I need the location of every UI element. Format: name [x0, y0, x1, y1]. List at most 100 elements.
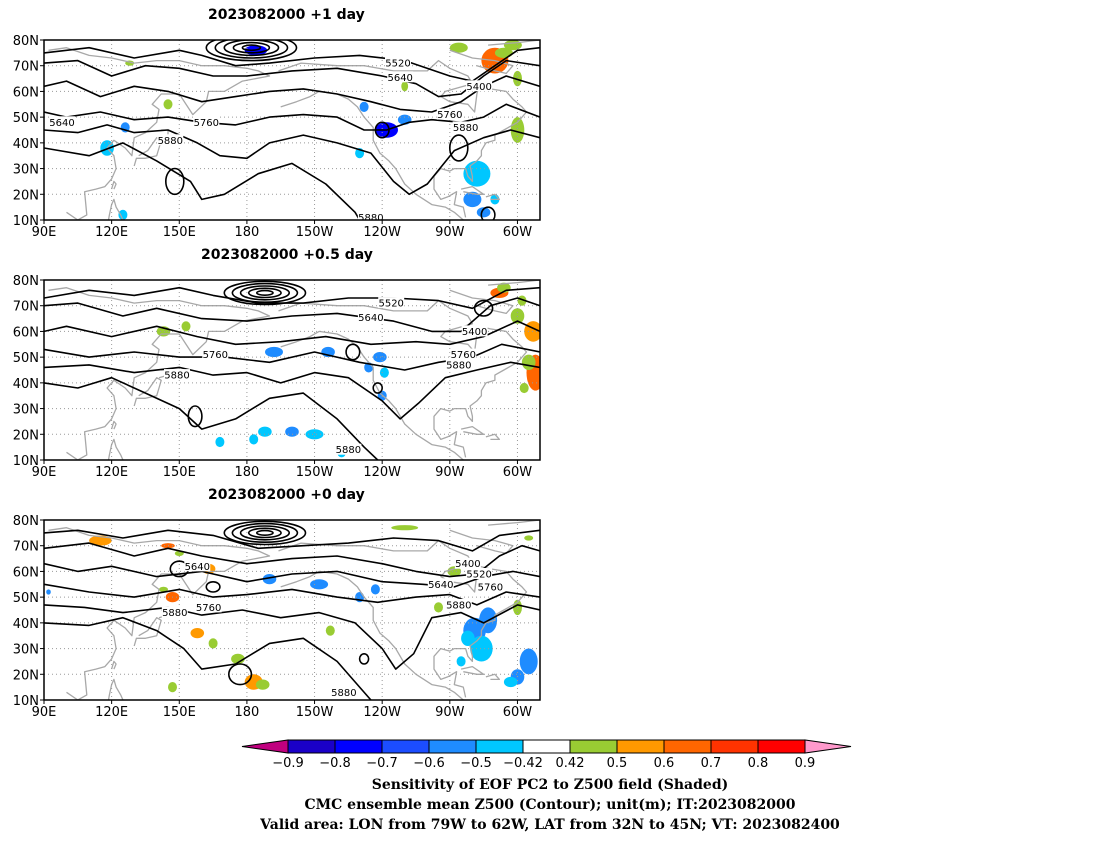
z500-contour — [255, 529, 274, 537]
sensitivity-shading-patch — [449, 42, 468, 53]
sensitivity-shading-patch — [310, 579, 329, 590]
sensitivity-shading-patch — [519, 648, 538, 675]
contour-label-background — [378, 297, 405, 309]
z500-contour — [165, 167, 185, 196]
y-tick-label: 80N — [13, 514, 39, 529]
contour-label-background — [466, 80, 493, 92]
z500-contour — [247, 527, 282, 539]
sensitivity-shading-patch — [447, 566, 462, 577]
sensitivity-shading-patch — [255, 679, 270, 690]
contour-label: 5640 — [185, 562, 210, 573]
z500-contour — [448, 134, 469, 162]
z500-contour — [44, 542, 540, 578]
x-tick-label: 60W — [503, 705, 533, 720]
contour-label: 5640 — [49, 118, 74, 129]
y-tick-label: 40N — [13, 617, 39, 632]
contour-label-background — [461, 325, 488, 337]
x-tick-label: 120E — [95, 705, 128, 720]
sensitivity-shading-patch — [391, 525, 419, 531]
contour-label: 5760 — [478, 582, 503, 593]
colorbar-segment — [663, 739, 712, 754]
panel-3-title: 2023082000 +0 day — [208, 487, 365, 503]
contour-label: 5400 — [466, 82, 491, 93]
z500-contour — [44, 75, 540, 113]
contour-label: 5880 — [336, 445, 361, 456]
z500-contour — [480, 206, 496, 220]
y-tick-label: 10N — [13, 694, 39, 709]
z500-contour — [223, 280, 307, 306]
contour-label-background — [385, 57, 411, 69]
contour-label-background — [164, 369, 190, 381]
contour-label: 5520 — [466, 570, 491, 581]
y-tick-label: 70N — [13, 60, 39, 75]
coastline — [133, 137, 162, 167]
colorbar-segment — [428, 739, 477, 754]
colorbar-segment — [334, 739, 383, 754]
colorbar-tick-label: 0.7 — [701, 756, 722, 771]
y-tick-label: 20N — [13, 668, 39, 683]
coastline — [107, 198, 124, 220]
contour-label-background — [195, 601, 222, 613]
z500-contour — [44, 286, 540, 310]
x-tick-label: 150W — [296, 705, 334, 720]
coastline — [460, 665, 485, 675]
colorbar-segment — [710, 739, 759, 754]
x-tick-label: 90W — [435, 705, 465, 720]
contour-label: 5880 — [331, 688, 356, 699]
sensitivity-shading-patch — [208, 638, 218, 649]
y-tick-label: 60N — [13, 85, 39, 100]
colorbar-tick-label: −0.7 — [366, 756, 398, 771]
contour-label-background — [335, 443, 362, 455]
x-tick-label: 180 — [234, 225, 259, 240]
z500-contour — [187, 405, 203, 428]
contour-label: 5880 — [358, 213, 383, 224]
x-tick-label: 90E — [32, 705, 57, 720]
sensitivity-shading-patch — [476, 207, 491, 218]
coastline — [460, 185, 485, 195]
coastline — [485, 433, 501, 441]
sensitivity-shading-patch — [163, 99, 173, 110]
caption-line-3: Valid area: LON from 79W to 62W, LAT fro… — [260, 817, 840, 833]
z500-contour — [374, 121, 390, 139]
coastline — [107, 438, 124, 460]
y-tick-label: 50N — [13, 111, 39, 126]
sensitivity-shading-patch — [519, 382, 529, 394]
contour-label-background — [193, 116, 220, 128]
colorbar-tick-label: −0.42 — [503, 756, 543, 771]
contour-label: 5880 — [446, 600, 471, 611]
z500-contour — [44, 46, 540, 82]
panel-1-title: 2023082000 +1 day — [208, 7, 365, 23]
contour-label: 5520 — [378, 299, 403, 310]
contour-label-background — [427, 578, 454, 590]
coastline — [488, 280, 540, 286]
contour-label-background — [452, 121, 479, 133]
coastline — [488, 520, 540, 526]
y-tick-label: 60N — [13, 565, 39, 580]
contour-label-background — [436, 108, 463, 120]
x-tick-label: 120E — [95, 225, 128, 240]
contour-label: 5520 — [385, 59, 410, 70]
contour-label: 5880 — [446, 360, 471, 371]
contour-label: 5880 — [453, 123, 478, 134]
colorbar-tick-label: 0.6 — [654, 756, 675, 771]
sensitivity-shading-patch — [181, 321, 191, 332]
z500-contour — [44, 529, 540, 552]
sensitivity-shading-patch — [503, 676, 518, 688]
colorbar-max-triangle — [804, 739, 852, 754]
colorbar-tick-label: −0.9 — [272, 756, 304, 771]
map-panel-1: 5520 5640 5400 5640 5760 5880 5760 5880 5880 10N 2… — [13, 34, 541, 240]
y-tick-label: 10N — [13, 454, 39, 469]
coastline — [488, 40, 540, 46]
contour-label-background — [387, 71, 414, 83]
z500-contour — [44, 583, 540, 606]
sensitivity-shading-patch — [168, 682, 177, 693]
z500-contour — [228, 663, 253, 686]
x-tick-label: 150E — [163, 465, 196, 480]
z500-contour — [239, 525, 290, 541]
z500-contour — [239, 285, 290, 301]
contour-label-background — [454, 557, 481, 569]
contour-label-background — [161, 606, 188, 618]
coastline — [133, 617, 162, 647]
sensitivity-shading-patch — [305, 429, 324, 440]
